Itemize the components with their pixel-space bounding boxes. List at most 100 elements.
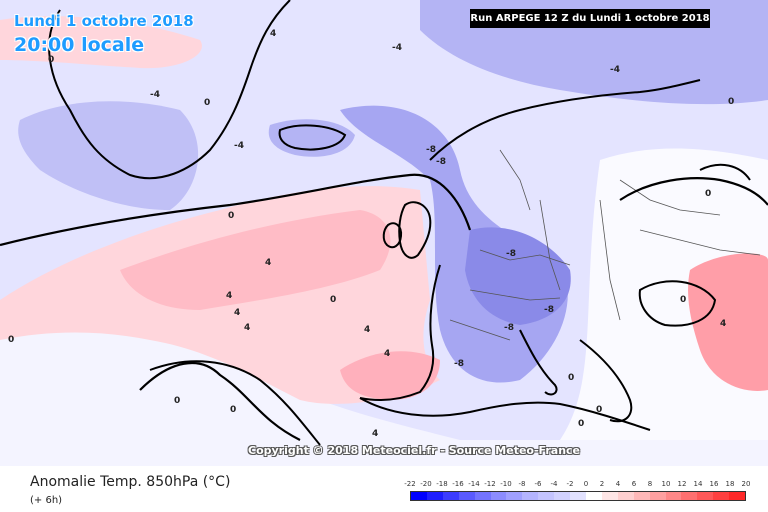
warm-anomaly-iberia [340,351,440,400]
legend-tick: 12 [677,480,687,488]
legend-tick: -4 [550,480,558,488]
legend-swatch [585,492,602,500]
legend-tick: -16 [452,480,464,488]
legend-tick: -14 [468,480,480,488]
contour-label: 0 [728,97,734,107]
contour-label: 0 [578,419,584,429]
legend-swatch [633,492,650,500]
contour-label: -4 [392,43,402,53]
legend-swatch [570,492,586,500]
contour-label: -8 [454,359,464,369]
contour-label: 0 [705,189,711,199]
legend-tick: -18 [436,480,448,488]
legend-swatch [681,492,698,500]
legend-tick: -2 [566,480,574,488]
legend-swatch [697,492,714,500]
coast-scandinavia [429,79,701,161]
legend-tick: -8 [518,480,526,488]
country-borders [449,149,761,341]
coast-uk [398,201,432,259]
contour-label: -8 [426,145,436,155]
contour-label: -4 [610,65,620,75]
warm-anomaly-east [688,253,768,391]
legend-tick: 16 [709,480,719,488]
legend-tick: -22 [404,480,416,488]
warm-anomaly-core [120,210,391,310]
legend-tick: 0 [583,480,589,488]
legend-swatch [665,492,682,500]
forecast-date: Lundi 1 octobre 2018 [14,12,194,30]
legend-swatch [474,492,491,500]
legend-tick-labels: -22 -20 -18 -16 -14 -12 -10 -8 -6 -4 -2 0 2 4 6 8 10 12 14… [404,480,750,490]
legend-tick: -12 [484,480,496,488]
contour-label: 0 [568,373,574,383]
legend-swatch [458,492,475,500]
contour-label: -4 [150,90,160,100]
legend-tick: 6 [631,480,637,488]
contour-label: 0 [174,396,180,406]
border-3 [539,199,561,291]
legend-tick: 14 [693,480,703,488]
legend-swatch [601,492,618,500]
legend-tick: 10 [661,480,671,488]
contour-label: 0 [228,211,234,221]
legend-swatch [649,492,666,500]
border-8 [449,319,511,341]
coast-caspian [699,163,751,181]
contour-label: 4 [364,325,370,335]
coast-north-africa [149,360,321,446]
zero-contours [0,173,768,441]
legend-tick: 2 [599,480,605,488]
legend-tick: 8 [647,480,653,488]
contour-label: 4 [244,323,250,333]
contour-label: 0 [8,335,14,345]
legend-tick: -6 [534,480,542,488]
contour-label: -8 [506,249,516,259]
border-6 [499,149,531,211]
coast-mediterranean [359,397,651,431]
coast-italy [519,329,558,396]
contour-label: 4 [384,349,390,359]
zero-contour-south [139,361,301,441]
coastlines [48,0,751,446]
forecast-step: (+ 6h) [30,495,63,506]
contour-label: 4 [226,291,232,301]
legend-tick: -10 [500,480,512,488]
legend-tick: -20 [420,480,432,488]
contour-label: 4 [265,258,271,268]
contour-label: 4 [720,319,726,329]
map-title: Anomalie Temp. 850hPa (°C) [30,474,231,490]
neutral-zone-atlantic [0,317,768,466]
contour-label: 0 [596,405,602,415]
coast-black-sea [638,280,717,327]
legend-swatch [506,492,523,500]
coast-ireland [382,222,403,249]
contour-label: -8 [436,157,446,167]
contour-label: 4 [270,29,276,39]
contour-label: -4 [234,141,244,151]
legend-swatch [713,492,730,500]
legend-tick: 20 [741,480,751,488]
contour-label: -8 [544,305,554,315]
legend-swatch [522,492,539,500]
border-2 [469,289,561,301]
contour-label: 0 [330,295,336,305]
cold-anomaly-greenland [18,101,199,210]
contour-label: -8 [504,323,514,333]
border-5 [619,179,721,216]
coast-balkans [579,339,633,423]
contour-label: 4 [372,429,378,439]
contour-label: 4 [234,308,240,318]
coast-iceland [278,124,347,151]
legend-tick: 18 [725,480,735,488]
contour-label: 0 [230,405,236,415]
contour-label-group: 0 0 4 -4 -4 -4 -4 4 4 4 4 0 4 4 4 -8 -8 … [8,29,734,439]
contour-label: 0 [48,55,54,65]
zero-contour-atlantic [0,173,472,247]
coast-greenland [48,0,291,180]
border-7 [639,229,761,256]
legend-swatch [442,492,459,500]
legend-tick: 4 [615,480,621,488]
legend-swatch [617,492,634,500]
